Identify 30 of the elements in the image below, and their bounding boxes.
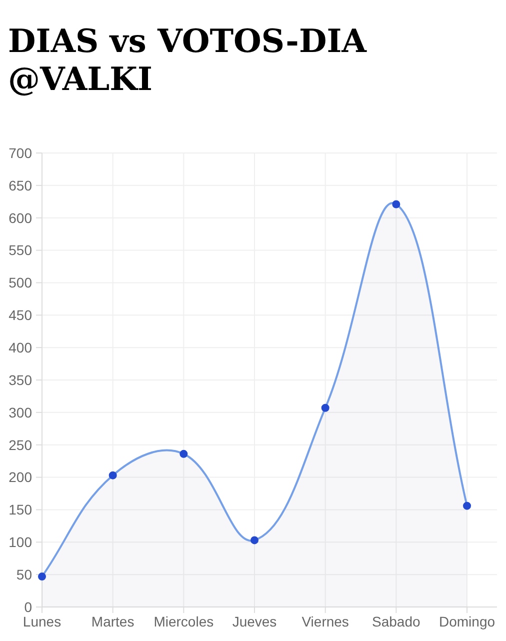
chart-title: DIAS vs VOTOS-DIA @VALKI	[8, 22, 368, 98]
y-tick-label: 600	[8, 210, 32, 226]
point	[463, 502, 471, 510]
point	[250, 536, 258, 544]
x-tick-label: Lunes	[22, 614, 62, 630]
y-tick-label: 450	[8, 307, 32, 324]
point	[180, 450, 188, 458]
y-tick-label: 500	[8, 274, 32, 291]
y-tick-label: 350	[8, 372, 32, 388]
x-tick-label: Domingo	[438, 614, 496, 630]
y-tick-label: 400	[8, 339, 32, 356]
y-tick-label: 300	[8, 404, 32, 420]
x-tick-label: Miercoles	[154, 614, 214, 630]
point	[321, 404, 330, 412]
y-tick-label: 50	[16, 566, 32, 582]
point	[38, 572, 46, 581]
x-tick-label: Viernes	[302, 614, 349, 630]
y-tick-label: 100	[8, 534, 32, 550]
y-tick-label: 550	[8, 242, 32, 258]
y-tick-label: 250	[8, 436, 32, 453]
y-tick-label: 200	[8, 469, 32, 486]
point	[108, 471, 117, 480]
y-tick-label: 0	[24, 598, 32, 615]
x-tick-label: Jueves	[232, 614, 277, 630]
x-tick-label: Sabado	[372, 614, 421, 630]
x-tick-label: Martes	[91, 614, 134, 630]
y-tick-label: 650	[8, 177, 32, 194]
point	[392, 200, 400, 208]
y-tick-label: 150	[8, 502, 32, 518]
y-tick-label: 700	[8, 144, 32, 161]
